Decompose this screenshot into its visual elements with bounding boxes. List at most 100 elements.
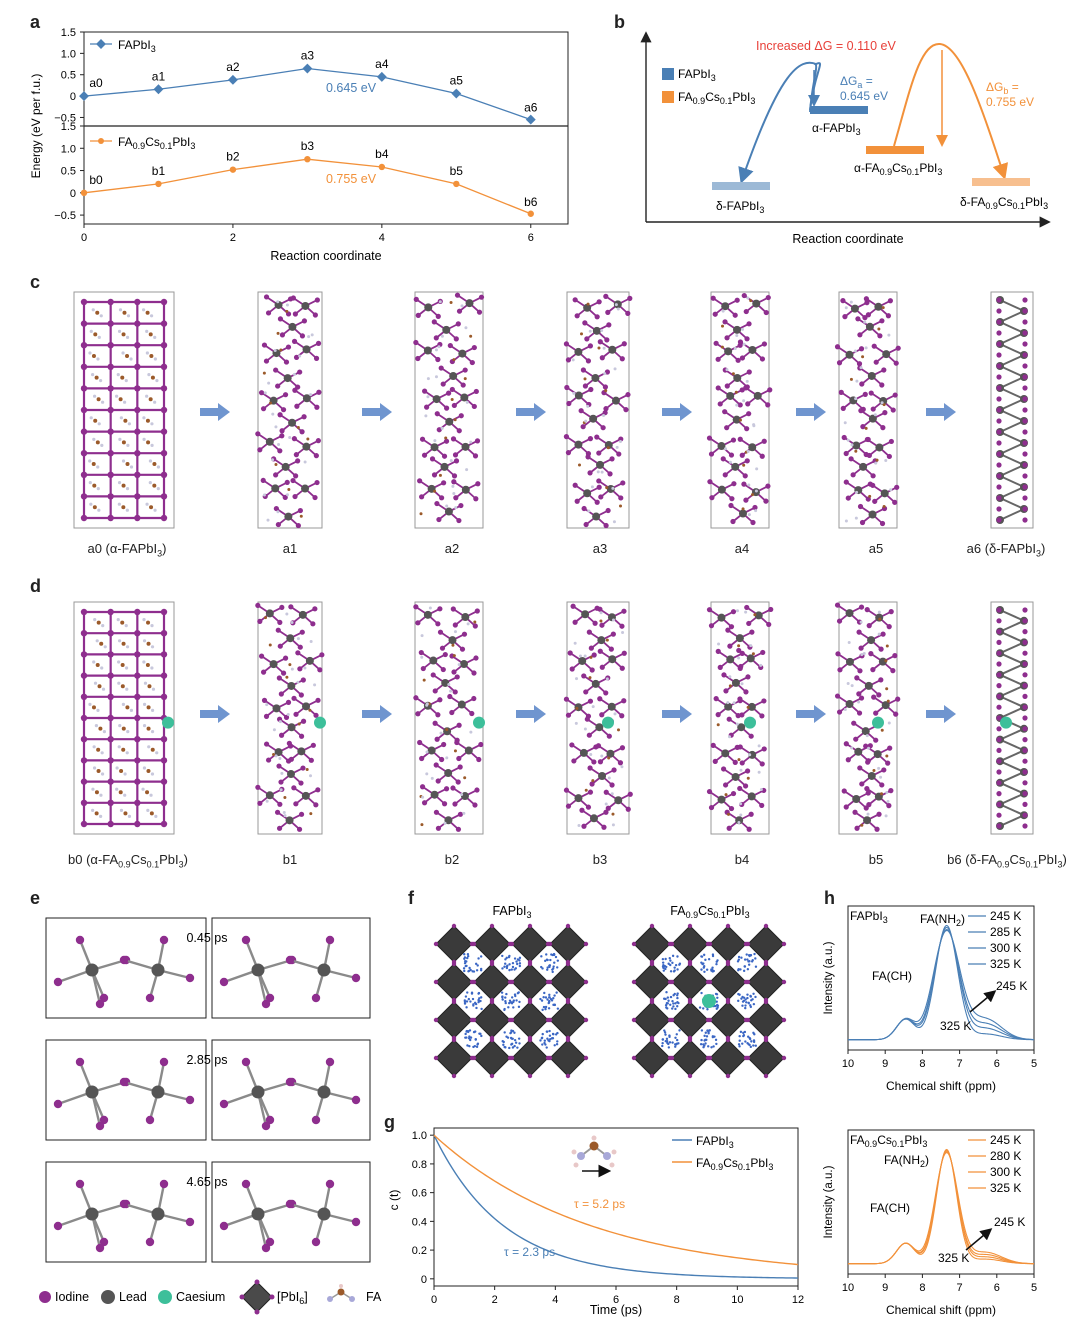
iodine-atom <box>119 1199 129 1209</box>
fa-atom <box>425 703 429 707</box>
legend-b-facs: FA0.9Cs0.1PbI3 <box>678 90 755 106</box>
fa-hydrogen <box>125 335 130 339</box>
iodine-atom <box>424 404 430 410</box>
panel-a-bottom-annotation: 0.755 eV <box>326 172 377 186</box>
iodine-atom <box>617 760 624 766</box>
fa-carbon <box>91 354 96 358</box>
lead-atom <box>288 418 297 427</box>
iodine-atom <box>996 629 1002 635</box>
iodine-atom <box>876 811 882 817</box>
iodine-atom <box>866 452 872 459</box>
iodine-atom <box>134 406 141 414</box>
lead-atom <box>753 391 762 400</box>
fa-atom <box>290 620 294 624</box>
fa-carbon <box>118 790 123 795</box>
fa-hydrogen <box>94 724 99 728</box>
iodine-atom <box>471 403 477 410</box>
iodine-atom <box>1022 462 1028 468</box>
fa-trajectory-dot <box>511 961 515 965</box>
fa-trajectory-dot <box>509 1031 513 1034</box>
delta-facs-level <box>972 178 1030 186</box>
iodine-atom <box>687 1037 693 1043</box>
fa-trajectory-dot <box>468 1044 471 1048</box>
fa-atom <box>605 677 609 681</box>
iodine-atom <box>435 712 441 718</box>
caesium-atom <box>473 716 485 729</box>
iodine-atom <box>565 357 572 363</box>
lead-atom <box>301 301 310 310</box>
process-arrow <box>516 705 546 723</box>
iodine-atom <box>763 1073 769 1079</box>
iodine-atom <box>440 381 446 387</box>
iodine-atom <box>588 386 594 393</box>
iodine-atom <box>996 385 1002 391</box>
iodine-atom <box>417 478 423 484</box>
unit-cell-box <box>414 601 484 835</box>
fa-atom <box>613 712 617 716</box>
pb-i-bond <box>999 497 1025 510</box>
fa-atom <box>433 439 437 443</box>
iodine-atom <box>996 473 1002 479</box>
fa-atom <box>465 468 469 472</box>
fa-trajectory-dot <box>752 1044 755 1047</box>
iodine-atom <box>591 652 597 658</box>
fa-atom <box>453 418 457 422</box>
nmr-spectrum <box>848 929 1035 1041</box>
iodine-atom <box>489 961 495 967</box>
iodine-atom <box>1022 308 1028 314</box>
iodine-atom <box>134 342 141 349</box>
iodine-atom <box>781 979 787 985</box>
iodine-atom <box>455 779 461 785</box>
fa-trajectory-dot <box>737 1043 741 1046</box>
iodine-atom <box>460 382 466 388</box>
iodine-atom <box>858 645 864 651</box>
fa-hydrogen <box>89 502 93 506</box>
iodine-atom <box>880 631 886 637</box>
caesium-atom <box>162 716 174 729</box>
iodine-atom <box>742 473 748 479</box>
fa-atom <box>616 728 620 732</box>
fa-trajectory-dot <box>752 1039 756 1043</box>
iodine-atom <box>599 712 605 718</box>
fa-atom <box>451 643 455 647</box>
lead-atom <box>574 347 583 356</box>
fa-hydrogen <box>89 416 93 420</box>
iodine-atom <box>315 697 321 703</box>
fa-carbon <box>95 440 100 445</box>
iodine-atom <box>732 759 738 765</box>
iodine-atom <box>462 367 468 373</box>
iodine-atom <box>285 1199 295 1209</box>
iodine-atom <box>277 412 283 418</box>
pb-i-bond <box>999 376 1025 389</box>
fa-atom <box>844 519 848 523</box>
fa-atom <box>453 749 457 753</box>
iodine-atom <box>739 355 746 361</box>
fa-hydrogen <box>147 373 151 377</box>
iodine-atom <box>870 482 876 488</box>
fa-trajectory-dot <box>545 953 548 956</box>
iodine-atom <box>888 438 894 445</box>
iodine-atom <box>474 438 481 444</box>
fa-atom <box>271 458 275 462</box>
fa-atom <box>439 731 443 735</box>
pbi6-octahedron <box>511 925 549 963</box>
fa-atom <box>885 790 889 794</box>
x-tick-label: 6 <box>994 1282 1000 1294</box>
fa-trajectory-dot <box>740 956 743 959</box>
legend-temp: 300 K <box>990 941 1021 955</box>
iodine-atom <box>588 645 594 651</box>
fa-atom <box>308 774 312 778</box>
iodine-atom <box>293 354 300 360</box>
iodine-atom <box>527 923 533 929</box>
fa-atom <box>443 821 447 825</box>
lead-atom <box>444 507 453 516</box>
fa-carbon <box>122 310 127 315</box>
fa-trajectory-dot <box>715 962 718 966</box>
fa-trajectory-dot <box>463 956 467 959</box>
fa-atom <box>465 400 469 404</box>
iodine-atom <box>263 294 270 300</box>
pb-i-bond <box>999 738 1025 752</box>
fa-atom <box>449 300 453 304</box>
fa-atom <box>269 401 273 405</box>
iodine-atom <box>434 500 440 507</box>
